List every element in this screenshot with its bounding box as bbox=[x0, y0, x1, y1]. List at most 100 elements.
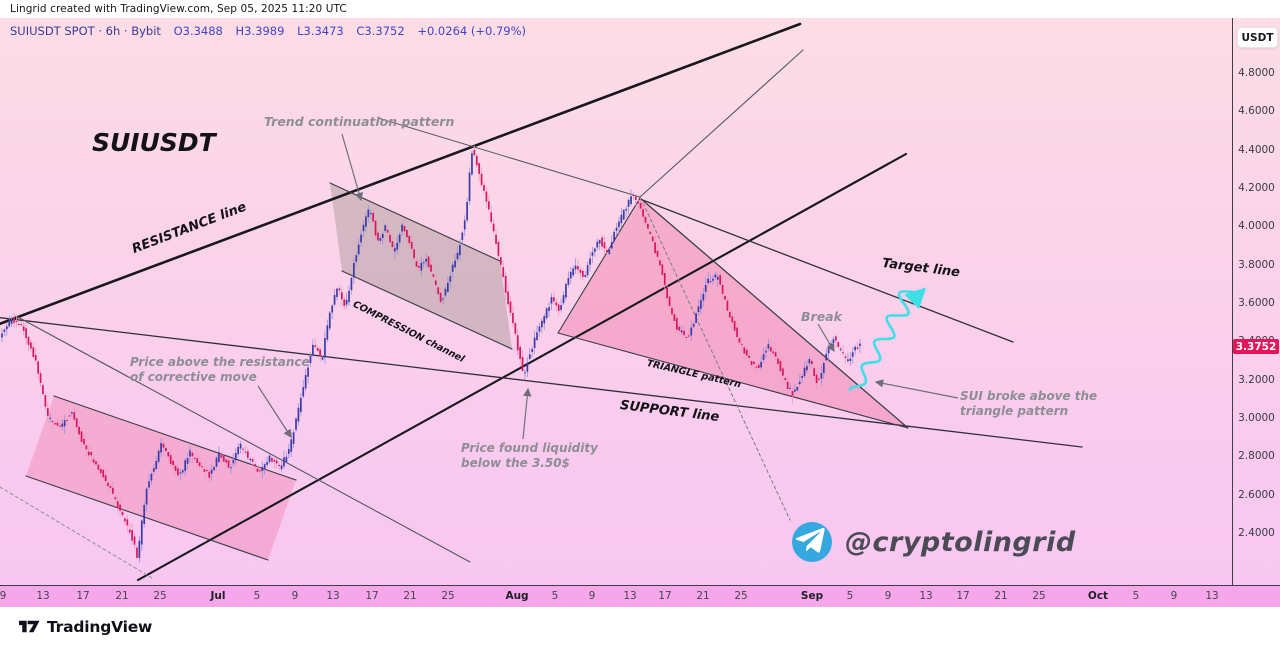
candle-body bbox=[189, 450, 191, 457]
candle-body bbox=[138, 540, 141, 558]
candle-body bbox=[475, 155, 478, 166]
candle-body bbox=[54, 423, 56, 425]
candle-body bbox=[198, 462, 201, 467]
candle-body bbox=[73, 412, 76, 420]
candle-body bbox=[803, 367, 806, 377]
price-tick: 4.0000 bbox=[1238, 220, 1275, 233]
candle-body bbox=[287, 449, 290, 454]
candle-body bbox=[700, 300, 702, 309]
candle-body bbox=[851, 352, 854, 357]
apex-upper-trendline bbox=[639, 49, 804, 198]
symbol-title[interactable]: SUIUSDT SPOT · 6h · Bybit bbox=[10, 24, 161, 38]
candle-body bbox=[133, 536, 136, 545]
triangle-pattern-zone bbox=[558, 198, 908, 428]
candle-body bbox=[762, 354, 765, 360]
candle-body bbox=[543, 316, 546, 324]
candle-body bbox=[630, 196, 632, 204]
candle-body bbox=[753, 361, 755, 364]
time-tick: 25 bbox=[153, 590, 167, 602]
candle-body bbox=[42, 385, 44, 395]
time-tick: 21 bbox=[994, 590, 1008, 602]
candle-body bbox=[842, 352, 844, 354]
time-tick: 17 bbox=[76, 590, 90, 602]
candle-body bbox=[278, 464, 280, 466]
candle-body bbox=[637, 201, 640, 204]
candle-body bbox=[741, 343, 743, 345]
candle-body bbox=[80, 431, 83, 442]
candle-body bbox=[234, 452, 237, 461]
candle-body bbox=[377, 232, 379, 241]
price-change: +0.0264 (+0.79%) bbox=[417, 24, 526, 38]
candle-body bbox=[430, 264, 432, 272]
price-axis[interactable]: 4.8000 4.6000 4.4000 4.2000 4.0000 3.8000 3.60… bbox=[1233, 18, 1280, 585]
candle-body bbox=[254, 464, 256, 467]
candle-body bbox=[594, 248, 596, 252]
candle-body bbox=[765, 350, 767, 353]
candle-body bbox=[381, 233, 384, 238]
symbol-legend[interactable]: SUIUSDT SPOT · 6h · Bybit O3.3488 H3.398… bbox=[10, 24, 526, 38]
candle-body bbox=[360, 234, 362, 243]
tradingview-logo[interactable]: TradingView bbox=[19, 618, 152, 636]
candle-body bbox=[184, 460, 187, 471]
candle-body bbox=[275, 460, 278, 464]
candle-body bbox=[398, 234, 401, 243]
candle-body bbox=[702, 293, 705, 301]
candle-body bbox=[271, 457, 273, 462]
candle-body bbox=[634, 196, 637, 200]
candle-body bbox=[172, 460, 174, 466]
time-axis[interactable]: 9 13 17 21 25 Jul 5 9 13 17 21 25 Aug 5 9 13 17 21 25 Sep 5 9… bbox=[0, 585, 1280, 607]
candle-body bbox=[3, 329, 6, 332]
candle-body bbox=[796, 387, 799, 391]
candle-body bbox=[726, 300, 729, 311]
time-tick: 5 bbox=[253, 590, 261, 602]
last-price-label: 3.3752 bbox=[1233, 339, 1279, 355]
candle-body bbox=[760, 362, 762, 368]
resistance-trendline bbox=[0, 22, 802, 326]
candle-body bbox=[104, 475, 107, 482]
time-tick: 9 bbox=[0, 590, 7, 602]
candle-body bbox=[203, 469, 206, 472]
candle-body bbox=[357, 244, 360, 255]
candle-body bbox=[791, 390, 794, 396]
candle-body bbox=[779, 360, 782, 372]
candle-body bbox=[126, 519, 129, 526]
candle-body bbox=[437, 287, 440, 295]
candle-body bbox=[618, 221, 620, 228]
candle-body bbox=[516, 335, 519, 351]
candle-body bbox=[502, 267, 505, 277]
candle-body bbox=[413, 249, 415, 259]
candle-body bbox=[745, 349, 748, 356]
candle-body bbox=[615, 227, 618, 231]
candle-body bbox=[606, 250, 608, 253]
price-above-arrow bbox=[257, 385, 292, 439]
candle-body bbox=[591, 252, 594, 256]
candle-body bbox=[66, 419, 68, 421]
candle-body bbox=[536, 332, 538, 340]
candle-body bbox=[215, 457, 218, 467]
time-tick: 17 bbox=[658, 590, 672, 602]
candle-body bbox=[620, 214, 623, 224]
time-tick: 9 bbox=[884, 590, 892, 602]
time-tick: 25 bbox=[441, 590, 455, 602]
candle-body bbox=[167, 452, 170, 457]
currency-toggle-button[interactable]: USDT bbox=[1237, 27, 1278, 48]
candle-body bbox=[425, 258, 428, 262]
candle-body bbox=[372, 212, 374, 222]
target-trendline bbox=[639, 198, 1014, 343]
candle-body bbox=[822, 362, 825, 373]
time-tick: 13 bbox=[36, 590, 50, 602]
candle-body bbox=[78, 426, 80, 435]
projection-squiggle-arrow bbox=[848, 287, 927, 391]
candle-body bbox=[68, 415, 71, 417]
candle-body bbox=[307, 367, 309, 377]
candle-body bbox=[721, 284, 724, 294]
watermark-handle: @cryptolingrid bbox=[845, 526, 1076, 558]
candle-body bbox=[533, 337, 536, 348]
candle-body bbox=[179, 472, 182, 474]
candle-body bbox=[299, 397, 302, 413]
triangle-inner-dashed bbox=[642, 202, 791, 521]
candle-body bbox=[333, 295, 336, 305]
candle-body bbox=[666, 287, 669, 299]
candle-body bbox=[596, 241, 599, 248]
